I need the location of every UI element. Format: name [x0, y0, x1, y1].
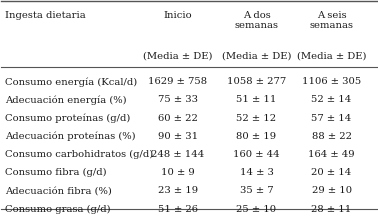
Text: 28 ± 11: 28 ± 11 [311, 205, 352, 214]
Text: 75 ± 33: 75 ± 33 [158, 95, 198, 104]
Text: 160 ± 44: 160 ± 44 [233, 150, 280, 159]
Text: 29 ± 10: 29 ± 10 [311, 186, 352, 195]
Text: 80 ± 19: 80 ± 19 [237, 132, 277, 141]
Text: Adecuación fibra (%): Adecuación fibra (%) [5, 186, 112, 195]
Text: Ingesta dietaria: Ingesta dietaria [5, 11, 86, 20]
Text: 20 ± 14: 20 ± 14 [311, 168, 352, 177]
Text: 52 ± 14: 52 ± 14 [311, 95, 352, 104]
Text: A seis
semanas: A seis semanas [310, 11, 353, 30]
Text: 164 ± 49: 164 ± 49 [308, 150, 355, 159]
Text: (Media ± DE): (Media ± DE) [297, 51, 366, 60]
Text: 14 ± 3: 14 ± 3 [240, 168, 273, 177]
Text: Adecuación proteínas (%): Adecuación proteínas (%) [5, 132, 136, 141]
Text: (Media ± DE): (Media ± DE) [222, 51, 291, 60]
Text: Adecuación energía (%): Adecuación energía (%) [5, 95, 127, 105]
Text: 248 ± 144: 248 ± 144 [151, 150, 204, 159]
Text: 51 ± 11: 51 ± 11 [236, 95, 277, 104]
Text: A dos
semanas: A dos semanas [234, 11, 279, 30]
Text: 60 ± 22: 60 ± 22 [158, 114, 198, 122]
Text: Consumo energía (Kcal/d): Consumo energía (Kcal/d) [5, 77, 137, 87]
Text: 52 ± 12: 52 ± 12 [237, 114, 277, 122]
Text: 1629 ± 758: 1629 ± 758 [148, 77, 207, 86]
Text: Consumo carbohidratos (g/d): Consumo carbohidratos (g/d) [5, 150, 153, 159]
Text: 1058 ± 277: 1058 ± 277 [227, 77, 286, 86]
Text: 88 ± 22: 88 ± 22 [311, 132, 352, 141]
Text: Consumo grasa (g/d): Consumo grasa (g/d) [5, 205, 111, 214]
Text: Consumo fibra (g/d): Consumo fibra (g/d) [5, 168, 107, 177]
Text: 25 ± 10: 25 ± 10 [237, 205, 277, 214]
Text: 51 ± 26: 51 ± 26 [158, 205, 198, 214]
Text: 57 ± 14: 57 ± 14 [311, 114, 352, 122]
Text: (Media ± DE): (Media ± DE) [143, 51, 212, 60]
Text: Consumo proteínas (g/d): Consumo proteínas (g/d) [5, 114, 130, 123]
Text: 35 ± 7: 35 ± 7 [240, 186, 273, 195]
Text: 90 ± 31: 90 ± 31 [158, 132, 198, 141]
Text: 1106 ± 305: 1106 ± 305 [302, 77, 361, 86]
Text: 10 ± 9: 10 ± 9 [161, 168, 195, 177]
Text: Inicio: Inicio [163, 11, 192, 20]
Text: 23 ± 19: 23 ± 19 [158, 186, 198, 195]
